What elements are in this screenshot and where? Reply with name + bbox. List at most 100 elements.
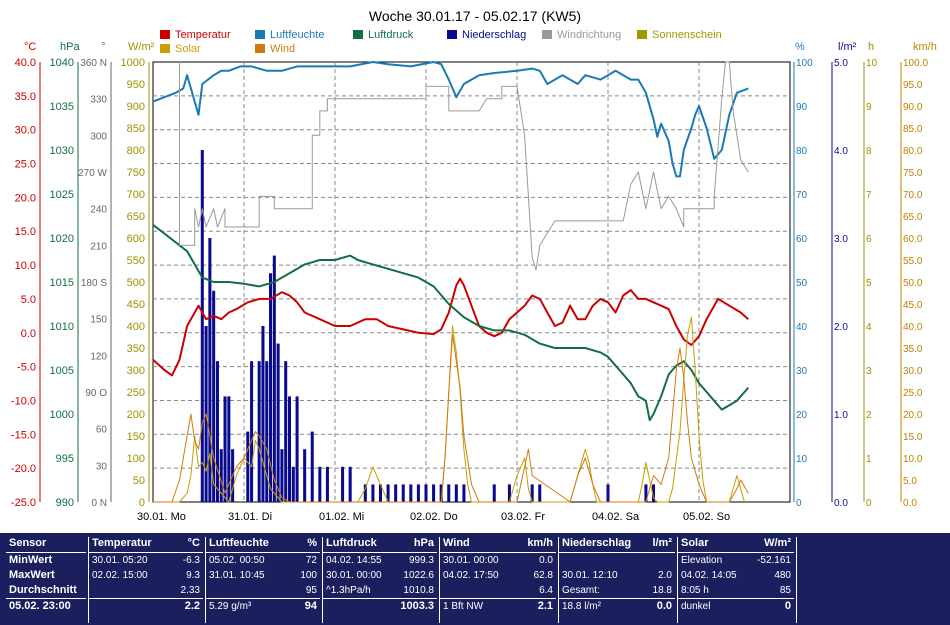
axis-tick-temp: -15.0 xyxy=(11,429,36,441)
axis-unit-wind_dir: ° xyxy=(101,41,105,53)
axis-tick-solar: 150 xyxy=(127,431,145,443)
axis-tick-rain: 0.0 xyxy=(834,498,848,509)
axis-tick-sunshine: 4 xyxy=(866,322,872,333)
niederschlag-bar xyxy=(341,466,345,502)
axis-tick-wind: 10.0 xyxy=(903,454,923,465)
niederschlag-bar xyxy=(269,273,273,502)
axis-tick-pressure: 1035 xyxy=(50,101,74,113)
niederschlag-bar xyxy=(227,396,231,502)
axis-tick-solar: 900 xyxy=(127,101,145,113)
axis-tick-pressure: 1025 xyxy=(50,189,74,201)
niederschlag-bar xyxy=(371,484,375,502)
axis-tick-temp: 35.0 xyxy=(15,91,36,103)
niederschlag-bar xyxy=(394,484,398,502)
niederschlag-bar xyxy=(265,361,269,502)
axis-tick-wind: 50.0 xyxy=(903,278,923,289)
series-windrichtung xyxy=(179,61,749,271)
axis-tick-rain: 3.0 xyxy=(834,234,848,245)
axis-tick-wind_dir: 240 xyxy=(90,205,107,216)
summary-panel: Sensor MinWert MaxWert Durchschnitt 05.0… xyxy=(0,533,950,625)
axis-tick-humidity: 100 xyxy=(796,58,813,69)
axis-tick-humidity: 20 xyxy=(796,410,808,421)
axis-tick-temp: 0.0 xyxy=(21,328,36,340)
niederschlag-bar xyxy=(651,484,656,502)
axis-tick-sunshine: 7 xyxy=(866,190,872,201)
axis-tick-humidity: 90 xyxy=(796,102,808,113)
axis-tick-temp: 40.0 xyxy=(15,57,36,69)
series-luftfeuchte xyxy=(152,61,749,178)
durchschnitt-label: Durchschnitt xyxy=(9,584,77,596)
luftdruck-min: 04.02. 14:55 999.3 xyxy=(326,555,434,566)
temperatur-max: 02.02. 15:00 9.3 xyxy=(92,570,200,581)
axis-tick-wind: 40.0 xyxy=(903,322,923,333)
separator xyxy=(677,537,678,623)
chart-title: Woche 30.01.17 - 05.02.17 (KW5) xyxy=(369,8,581,24)
axis-tick-sunshine: 10 xyxy=(866,58,878,69)
axis-tick-solar: 700 xyxy=(127,189,145,201)
wind-header: Wind km/h xyxy=(440,537,556,553)
axis-tick-solar: 550 xyxy=(127,255,145,267)
wind-avg: 6.4 xyxy=(539,585,553,596)
wind-max: 04.02. 17:50 62.8 xyxy=(443,570,553,581)
axis-tick-pressure: 995 xyxy=(56,453,74,465)
separator xyxy=(796,537,797,623)
axis-tick-wind: 95.0 xyxy=(903,80,923,91)
niederschlag-bar xyxy=(215,361,219,502)
niederschlag-max: 30.01. 12:10 2.0 xyxy=(562,570,672,581)
axis-tick-rain: 5.0 xyxy=(834,58,848,69)
axis-tick-temp: 10.0 xyxy=(15,260,36,272)
axis-tick-wind: 30.0 xyxy=(903,366,923,377)
axis-tick-solar: 500 xyxy=(127,277,145,289)
solar-header: Solar W/m² xyxy=(678,537,794,553)
niederschlag-bar xyxy=(280,449,284,502)
axis-unit-wind: km/h xyxy=(913,41,937,53)
luftdruck-current: 1003.3 xyxy=(323,598,437,615)
axis-tick-wind_dir: 150 xyxy=(90,315,107,326)
niederschlag-bar xyxy=(272,255,276,502)
luftdruck-avg: ^1.3hPa/h 1010.8 xyxy=(326,585,434,596)
axis-tick-temp: -10.0 xyxy=(11,395,36,407)
axis-tick-solar: 600 xyxy=(127,233,145,245)
axis-tick-wind: 55.0 xyxy=(903,256,923,267)
axes: 30.01. Mo 31.01. Di 01.02. Mi 02.02. Do 03.0… xyxy=(11,41,937,523)
niederschlag-bar xyxy=(606,484,610,502)
axis-tick-pressure: 990 xyxy=(56,497,74,509)
axis-tick-wind_dir: 360 N xyxy=(80,58,107,69)
axis-tick-wind: 20.0 xyxy=(903,410,923,421)
axis-tick-wind_dir: 180 S xyxy=(81,278,107,289)
axis-tick-sunshine: 1 xyxy=(866,454,872,465)
axis-tick-pressure: 1015 xyxy=(50,277,74,289)
axis-tick-humidity: 0 xyxy=(796,498,802,509)
niederschlag-bar xyxy=(261,326,265,502)
niederschlag-bar xyxy=(378,484,383,502)
separator xyxy=(322,537,323,623)
axis-tick-wind_dir: 90 O xyxy=(85,388,107,399)
axis-tick-sunshine: 0 xyxy=(866,498,872,509)
niederschlag-min xyxy=(559,553,675,568)
axis-tick-temp: -5.0 xyxy=(17,362,36,374)
axis-tick-humidity: 40 xyxy=(796,322,808,333)
niederschlag-bar xyxy=(462,484,466,502)
separator xyxy=(88,537,89,623)
series-wind xyxy=(153,334,749,503)
axis-tick-solar: 1000 xyxy=(121,57,145,69)
axis-unit-pressure: hPa xyxy=(60,41,80,53)
niederschlag-bar xyxy=(401,484,405,502)
axis-unit-solar: W/m² xyxy=(128,41,155,53)
luftfeuchte-min: 05.02. 00:50 72 xyxy=(209,555,317,566)
niederschlag-bar xyxy=(291,466,295,502)
solar-elevation: Elevation -52.161 xyxy=(681,555,791,566)
axis-tick-humidity: 60 xyxy=(796,234,808,245)
axis-tick-wind_dir: 120 xyxy=(90,351,107,362)
axis-tick-sunshine: 6 xyxy=(866,234,872,245)
temperatur-min: 30.01. 05:20 -6.3 xyxy=(92,555,200,566)
legend-label: Luftdruck xyxy=(368,29,414,41)
solar-avg: 8:05 h 85 xyxy=(681,585,791,596)
wind-min: 30.01. 00:00 0.0 xyxy=(443,555,553,566)
axis-tick-temp: 20.0 xyxy=(15,192,36,204)
niederschlag-total: Gesamt: 18.8 xyxy=(562,585,672,596)
x-tick-label: 01.02. Mi xyxy=(319,511,364,523)
axis-tick-sunshine: 3 xyxy=(866,366,872,377)
legend-swatch xyxy=(255,30,265,39)
axis-tick-solar: 200 xyxy=(127,409,145,421)
